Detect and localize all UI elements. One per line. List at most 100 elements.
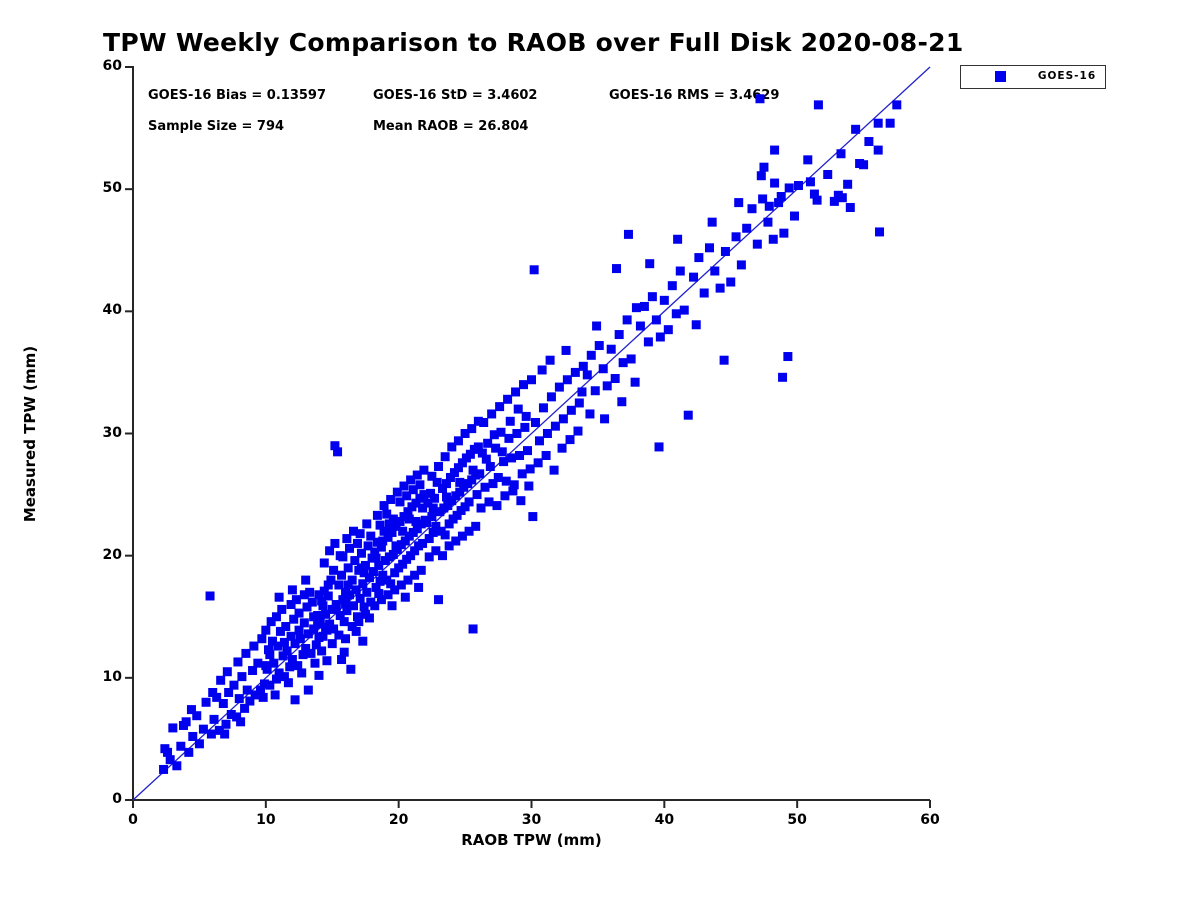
data-point bbox=[823, 170, 833, 180]
data-point bbox=[430, 493, 440, 503]
data-point bbox=[487, 409, 497, 419]
data-point bbox=[475, 469, 485, 479]
data-point bbox=[233, 657, 243, 667]
data-point bbox=[416, 565, 426, 575]
data-point bbox=[221, 719, 231, 729]
data-point bbox=[341, 598, 351, 608]
data-point bbox=[253, 658, 263, 668]
data-point bbox=[464, 526, 474, 536]
data-point bbox=[274, 668, 284, 678]
data-point bbox=[440, 452, 450, 462]
data-point bbox=[352, 612, 362, 622]
data-point bbox=[679, 305, 689, 315]
data-point bbox=[388, 514, 398, 524]
data-point bbox=[455, 487, 465, 497]
data-point bbox=[422, 518, 432, 528]
data-point bbox=[291, 595, 301, 605]
data-point bbox=[341, 634, 351, 644]
data-point bbox=[406, 551, 416, 561]
data-point bbox=[480, 482, 490, 492]
data-point bbox=[529, 265, 539, 275]
x-tick-label: 20 bbox=[388, 812, 409, 828]
data-point bbox=[520, 422, 530, 432]
data-point bbox=[457, 531, 467, 541]
data-point bbox=[481, 454, 491, 464]
data-point bbox=[218, 698, 228, 708]
data-point bbox=[585, 409, 595, 419]
data-point bbox=[398, 559, 408, 569]
data-point bbox=[278, 651, 288, 661]
data-point bbox=[622, 315, 632, 325]
data-point bbox=[400, 592, 410, 602]
data-point bbox=[327, 639, 337, 649]
data-point bbox=[527, 375, 536, 385]
data-point bbox=[271, 612, 281, 622]
data-point bbox=[168, 723, 178, 733]
data-point bbox=[279, 637, 289, 647]
data-point bbox=[606, 344, 616, 354]
data-point bbox=[346, 664, 356, 674]
data-point bbox=[342, 606, 352, 616]
data-point bbox=[370, 547, 380, 557]
data-point bbox=[612, 264, 622, 274]
y-tick-label: 0 bbox=[112, 791, 122, 807]
x-tick-label: 10 bbox=[256, 812, 276, 828]
data-point bbox=[812, 195, 822, 205]
data-point bbox=[610, 374, 620, 384]
data-point bbox=[438, 483, 448, 493]
data-point bbox=[368, 567, 378, 577]
data-point bbox=[736, 260, 746, 270]
data-point bbox=[375, 576, 385, 586]
y-axis-label: Measured TPW (mm) bbox=[21, 345, 39, 523]
data-point bbox=[370, 601, 380, 611]
data-point bbox=[399, 512, 409, 522]
data-point bbox=[600, 414, 610, 424]
data-point bbox=[363, 541, 373, 551]
data-point bbox=[477, 448, 487, 458]
data-point bbox=[726, 277, 736, 287]
data-point bbox=[495, 402, 505, 412]
data-point bbox=[491, 443, 501, 453]
data-point bbox=[356, 563, 366, 573]
data-point bbox=[574, 398, 584, 408]
data-point bbox=[570, 367, 580, 377]
data-point bbox=[566, 405, 576, 415]
data-point bbox=[654, 442, 664, 452]
x-tick-label: 60 bbox=[920, 812, 940, 828]
data-point bbox=[208, 687, 218, 697]
data-point bbox=[424, 534, 434, 544]
data-point bbox=[329, 565, 339, 575]
data-point bbox=[410, 570, 420, 580]
data-point bbox=[290, 639, 300, 649]
data-point bbox=[659, 295, 669, 305]
data-point bbox=[440, 530, 450, 540]
data-point bbox=[468, 465, 478, 475]
data-point bbox=[521, 411, 531, 421]
data-point bbox=[184, 747, 194, 757]
data-point bbox=[260, 679, 270, 689]
data-point bbox=[837, 193, 847, 203]
y-tick-label: 10 bbox=[102, 668, 122, 685]
data-point bbox=[206, 729, 216, 739]
data-point bbox=[386, 579, 396, 589]
data-point bbox=[479, 418, 489, 428]
data-point bbox=[561, 345, 571, 355]
data-point bbox=[663, 325, 673, 335]
data-point bbox=[364, 573, 374, 583]
data-point bbox=[447, 442, 457, 452]
data-point bbox=[399, 481, 409, 491]
data-point bbox=[364, 613, 374, 623]
data-point bbox=[598, 364, 608, 374]
data-point bbox=[508, 486, 518, 496]
data-point bbox=[384, 519, 394, 529]
data-point bbox=[309, 624, 319, 634]
data-point bbox=[426, 488, 436, 498]
data-point bbox=[516, 496, 526, 506]
data-point bbox=[538, 403, 548, 413]
data-point bbox=[715, 283, 725, 293]
data-point bbox=[321, 609, 331, 619]
data-point bbox=[630, 377, 640, 387]
data-point bbox=[229, 680, 239, 690]
data-point bbox=[257, 634, 267, 644]
data-point bbox=[511, 387, 521, 397]
